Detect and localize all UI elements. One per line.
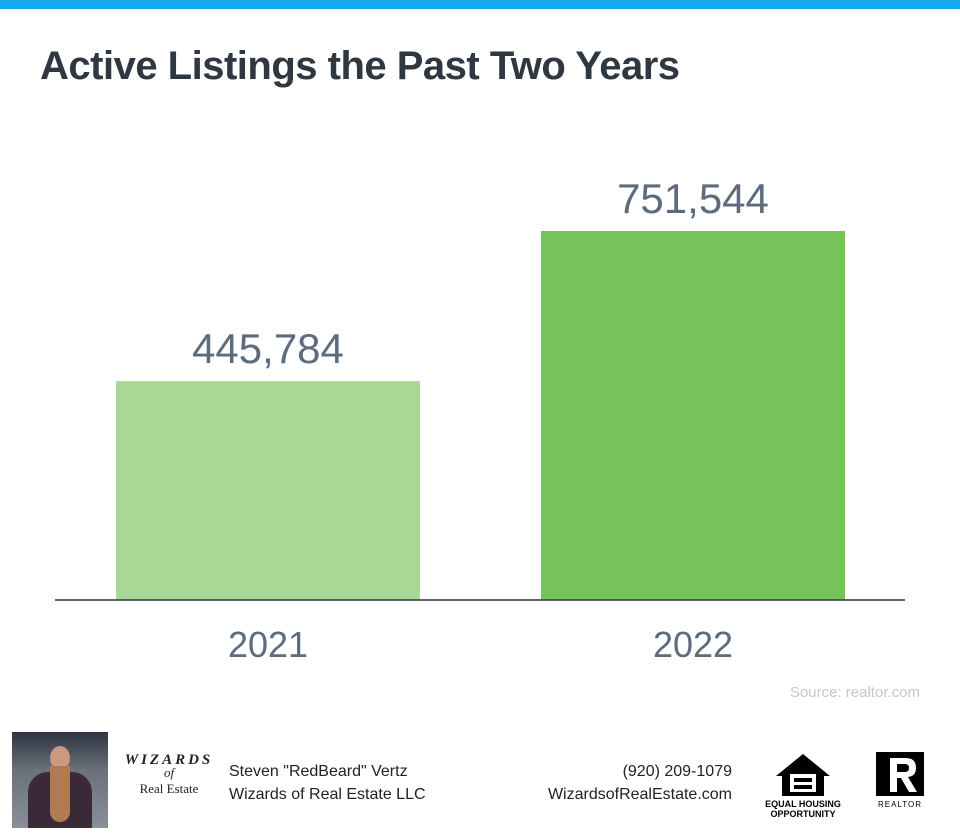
source-note: Source: realtor.com — [789, 684, 920, 701]
agent-info: Steven "RedBeard" Vertz Wizards of Real … — [229, 760, 426, 806]
contact-info: (920) 209-1079 WizardsofRealEstate.com — [548, 760, 732, 806]
bar-2022 — [541, 231, 845, 600]
data-label-2022: 751,544 — [617, 175, 769, 222]
x-tick-label-2022: 2022 — [653, 624, 733, 665]
company-name: Wizards of Real Estate LLC — [229, 786, 426, 803]
phone[interactable]: (920) 209-1079 — [622, 763, 732, 780]
website-link[interactable]: WizardsofRealEstate.com — [547, 786, 732, 803]
bar-2021 — [116, 381, 420, 600]
top-accent-bar — [0, 0, 960, 9]
svg-text:REALTOR: REALTOR — [878, 800, 922, 809]
chart-title: Active Listings the Past Two Years — [40, 44, 680, 88]
realtor-icon: REALTOR — [876, 752, 924, 809]
bar-chart: 445,784 2021 751,544 2022 — [55, 175, 905, 665]
wizards-logo: WIZARDS of Real Estate — [124, 752, 214, 796]
x-tick-label-2021: 2021 — [228, 624, 308, 665]
agent-photo — [12, 732, 108, 828]
equal-housing-icon — [776, 754, 830, 796]
agent-name: Steven "RedBeard" Vertz — [229, 763, 408, 780]
data-label-2021: 445,784 — [192, 325, 344, 372]
equal-housing-text: EQUAL HOUSING OPPORTUNITY — [765, 799, 841, 819]
